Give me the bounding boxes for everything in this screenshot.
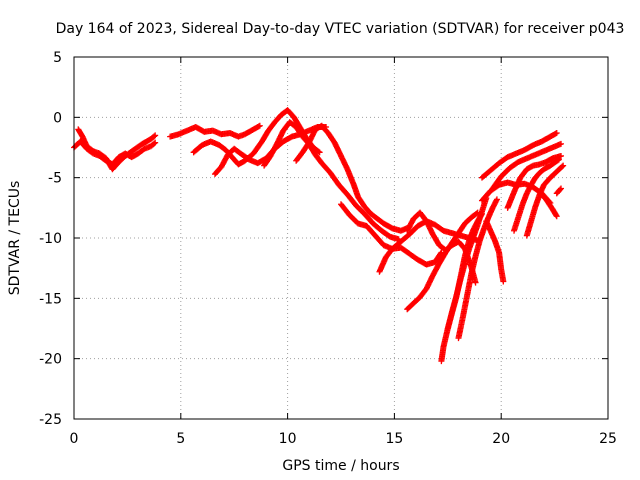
sat-trace-j bbox=[404, 209, 481, 313]
sat-trace-b bbox=[75, 126, 159, 173]
data-point bbox=[559, 163, 566, 170]
sat-trace-o bbox=[483, 218, 507, 285]
y-axis-title: SDTVAR / TECUs bbox=[7, 181, 23, 296]
sat-trace-l bbox=[438, 195, 490, 365]
data-point bbox=[316, 149, 323, 156]
sat-trace-s bbox=[504, 152, 565, 211]
y-tick-label: -20 bbox=[39, 352, 62, 368]
data-point bbox=[554, 157, 561, 164]
sat-trace-w bbox=[553, 185, 565, 197]
data-point bbox=[558, 140, 565, 147]
y-tick-label: 0 bbox=[53, 110, 62, 126]
y-tick-label: -5 bbox=[48, 171, 62, 187]
data-point bbox=[493, 196, 500, 203]
data-point bbox=[555, 156, 562, 163]
x-tick-label: 0 bbox=[70, 431, 79, 447]
data-point bbox=[558, 185, 565, 192]
data-point bbox=[152, 132, 159, 139]
x-tick-label: 25 bbox=[599, 431, 617, 447]
sat-trace-g bbox=[293, 122, 413, 234]
data-point bbox=[560, 162, 567, 169]
sat-trace-v bbox=[536, 189, 560, 220]
y-tick-label: -15 bbox=[39, 291, 62, 307]
x-tick-label: 10 bbox=[279, 431, 297, 447]
sat-trace-m bbox=[444, 210, 485, 332]
x-tick-label: 5 bbox=[176, 431, 185, 447]
chart-title: Day 164 of 2023, Sidereal Day-to-day VTE… bbox=[56, 21, 625, 37]
data-point bbox=[557, 186, 564, 193]
data-point bbox=[472, 279, 479, 286]
data-point bbox=[315, 148, 322, 155]
data-point bbox=[553, 213, 560, 220]
axis-ticks bbox=[73, 56, 609, 420]
data-point bbox=[256, 122, 263, 129]
data-point bbox=[151, 140, 158, 147]
x-tick-labels: 0 5 10 15 20 25 bbox=[70, 431, 617, 447]
y-tick-label: 5 bbox=[53, 50, 62, 66]
y-tick-label: -10 bbox=[39, 231, 62, 247]
sat-trace-c bbox=[167, 122, 263, 140]
x-axis-title: GPS time / hours bbox=[282, 458, 399, 474]
x-tick-label: 20 bbox=[492, 431, 510, 447]
grid-lines bbox=[74, 57, 608, 419]
y-tick-label: -25 bbox=[39, 412, 62, 428]
data-point bbox=[558, 152, 565, 159]
sat-trace-q bbox=[478, 130, 560, 181]
data-point bbox=[152, 139, 159, 146]
data-point bbox=[500, 278, 507, 285]
sat-trace-h bbox=[338, 201, 445, 268]
sat-trace-u bbox=[523, 162, 567, 239]
data-point bbox=[151, 133, 158, 140]
data-point bbox=[478, 210, 485, 217]
sat-trace-r bbox=[489, 140, 565, 192]
x-tick-label: 15 bbox=[385, 431, 403, 447]
data-point bbox=[553, 130, 560, 137]
data-points bbox=[71, 107, 567, 365]
sat-trace-t bbox=[511, 156, 562, 234]
y-tick-labels: 5 0 -5 -10 -15 -20 -25 bbox=[39, 50, 62, 428]
